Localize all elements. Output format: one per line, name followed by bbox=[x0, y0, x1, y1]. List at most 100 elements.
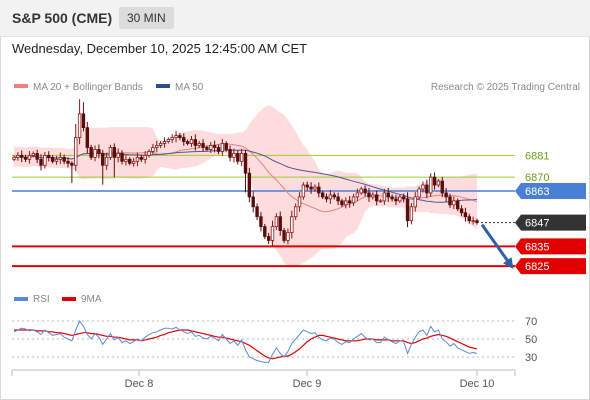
candle-body bbox=[286, 232, 290, 241]
candle-body bbox=[363, 188, 367, 194]
candle-body bbox=[232, 152, 236, 158]
candle-body bbox=[428, 176, 433, 194]
pivot-label: 6863 bbox=[525, 186, 549, 198]
chart-timestamp: Wednesday, December 10, 2025 12:45:00 AM… bbox=[12, 41, 308, 56]
legend-swatch-ma50 bbox=[156, 84, 170, 88]
candle-body bbox=[266, 236, 271, 241]
instrument-title: S&P 500 (CME) bbox=[12, 10, 113, 26]
bollinger-bands bbox=[14, 105, 477, 268]
candle-body bbox=[475, 220, 479, 224]
interval-badge[interactable]: 30 MIN bbox=[119, 7, 174, 29]
rsi-line bbox=[13, 319, 478, 363]
candle-body bbox=[178, 135, 182, 138]
legend-label-ma20: MA 20 + Bollinger Bands bbox=[33, 82, 143, 93]
candle-body bbox=[108, 147, 113, 158]
candle-body bbox=[193, 139, 198, 146]
resistance-label: 6881 bbox=[525, 150, 549, 162]
candle-body bbox=[143, 154, 147, 160]
candle-body bbox=[328, 194, 333, 200]
candle-body bbox=[158, 143, 163, 146]
candle-body bbox=[23, 156, 28, 160]
candle-body bbox=[378, 200, 383, 203]
candle-body bbox=[347, 200, 352, 204]
candle-body bbox=[374, 194, 379, 202]
legend-swatch-rsi bbox=[14, 297, 28, 301]
candle-body bbox=[62, 156, 66, 162]
candle-body bbox=[371, 194, 375, 198]
rsi-tick-label: 70 bbox=[525, 316, 537, 328]
source-credit: Research © 2025 Trading Central bbox=[431, 82, 580, 93]
candle-body bbox=[259, 216, 263, 227]
candle-body bbox=[398, 196, 402, 202]
candle-body bbox=[413, 196, 417, 208]
rsi-tick-label: 30 bbox=[525, 352, 537, 364]
candle-body bbox=[282, 230, 286, 241]
candle-body bbox=[209, 145, 213, 150]
candle-body bbox=[355, 192, 360, 198]
candlesticks bbox=[12, 99, 479, 247]
candle-body bbox=[320, 192, 325, 198]
current-price-badge bbox=[515, 214, 586, 231]
candle-body bbox=[324, 196, 329, 200]
resistance-label: 6870 bbox=[525, 172, 549, 184]
candle-body bbox=[401, 196, 406, 200]
main-legend: MA 20 + Bollinger Bands MA 50 Research ©… bbox=[14, 82, 580, 93]
x-tick-label: Dec 8 bbox=[125, 378, 154, 390]
support-badge bbox=[515, 238, 586, 255]
candle-body bbox=[255, 206, 259, 218]
candle-body bbox=[313, 186, 317, 190]
candle-body bbox=[236, 152, 240, 162]
candle-body bbox=[174, 135, 178, 138]
candle-body bbox=[305, 184, 309, 188]
candle-body bbox=[35, 152, 39, 160]
candle-body bbox=[89, 147, 93, 158]
legend-label-rsi: RSI bbox=[33, 294, 50, 305]
forecast-arrow-shaft bbox=[480, 223, 512, 266]
candle-body bbox=[47, 154, 51, 158]
candle-body bbox=[444, 192, 448, 198]
price-levels: 6881 6870 bbox=[12, 150, 549, 268]
candle-body bbox=[39, 158, 43, 166]
candle-body bbox=[185, 141, 190, 144]
candle-body bbox=[440, 180, 444, 194]
chart-header: S&P 500 (CME) 30 MIN bbox=[0, 0, 590, 37]
x-tick-label: Dec 10 bbox=[460, 378, 495, 390]
candle-body bbox=[463, 212, 468, 218]
candle-body bbox=[162, 141, 167, 144]
candle-body bbox=[332, 194, 336, 198]
candle-body bbox=[131, 160, 136, 164]
candle-body bbox=[189, 139, 194, 144]
candle-body bbox=[27, 154, 32, 160]
forecast-arrow-head bbox=[502, 257, 514, 270]
candle-body bbox=[417, 188, 421, 198]
support-label: 6825 bbox=[525, 261, 549, 273]
candle-body bbox=[394, 198, 398, 202]
candle-body bbox=[274, 216, 279, 227]
rsi-tick-label: 50 bbox=[525, 334, 537, 346]
candle-body bbox=[104, 156, 109, 166]
x-axis: Dec 8 Dec 9 Dec 10 bbox=[11, 369, 516, 390]
candle-body bbox=[81, 113, 86, 129]
candle-body bbox=[297, 196, 302, 208]
candle-body bbox=[147, 151, 151, 156]
candle-body bbox=[224, 143, 228, 150]
candle-body bbox=[467, 216, 471, 222]
candle-body bbox=[471, 220, 475, 223]
forecast-arrow bbox=[480, 223, 514, 270]
candle-body bbox=[139, 156, 144, 160]
candle-body bbox=[216, 147, 221, 152]
candle-body bbox=[170, 137, 174, 140]
candle-body bbox=[151, 147, 155, 152]
candle-body bbox=[456, 200, 460, 210]
candle-body bbox=[340, 200, 344, 206]
candle-body bbox=[155, 145, 159, 148]
legend-label-9ma: 9MA bbox=[81, 294, 102, 305]
candle-body bbox=[128, 158, 132, 164]
candle-body bbox=[112, 147, 117, 158]
level-badges: 6863 6847 6835 6825 bbox=[515, 182, 586, 275]
legend-swatch-ma20 bbox=[14, 84, 28, 88]
candle-body bbox=[50, 156, 55, 162]
candle-body bbox=[425, 184, 429, 194]
candle-body bbox=[251, 196, 255, 208]
